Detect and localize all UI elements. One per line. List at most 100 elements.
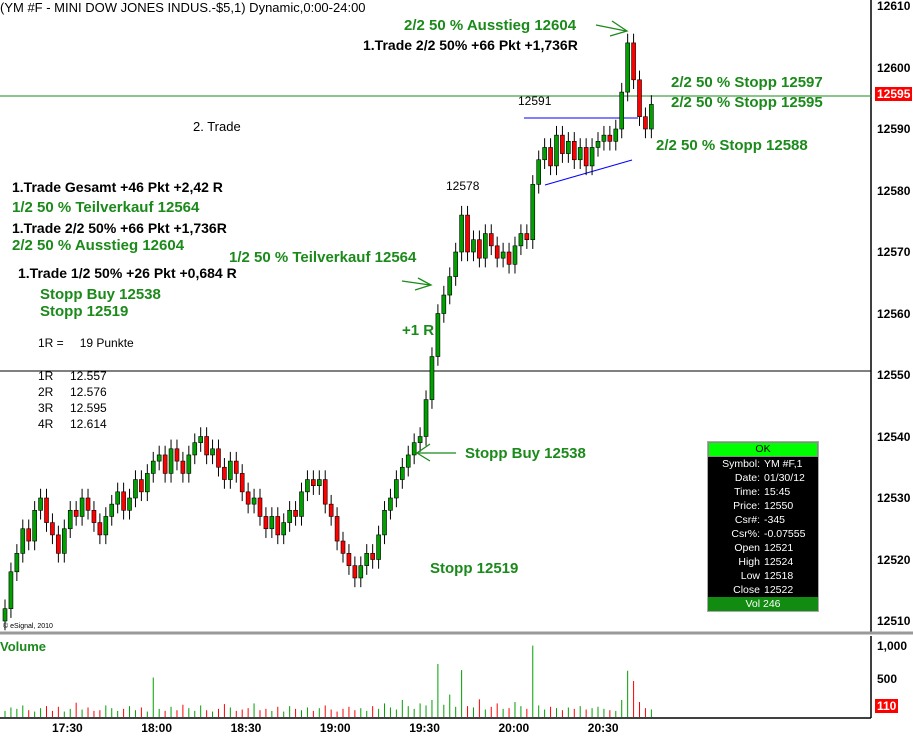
candle bbox=[631, 33, 636, 90]
candle-body-up bbox=[601, 134, 607, 142]
candle-body-up bbox=[38, 497, 43, 511]
plus-one-r: +1 R bbox=[402, 322, 435, 339]
left-trade22: 1.Trade 2/2 50% +66 Pkt +1,736R bbox=[12, 220, 227, 236]
candle bbox=[334, 507, 340, 551]
left-partial: 1/2 50 % Teilverkauf 12564 bbox=[12, 199, 200, 216]
left-trade12: 1.Trade 1/2 50% +26 Pkt +0,684 R bbox=[18, 265, 237, 281]
data-window-value: 15:45 bbox=[764, 486, 791, 498]
candle-body-up bbox=[577, 147, 583, 161]
annotation-top-exit: 2/2 50 % Ausstieg 12604 bbox=[404, 17, 577, 34]
r-definition: 1R = 19 Punkte bbox=[38, 336, 134, 350]
candle-body-down bbox=[352, 565, 358, 579]
chart-frame bbox=[0, 0, 913, 719]
volume-label: Volume bbox=[0, 639, 46, 654]
candle bbox=[216, 439, 221, 477]
stopp-label: Stopp 12519 bbox=[430, 560, 519, 577]
stopp-buy-label: Stopp Buy 12538 bbox=[465, 445, 586, 462]
candle bbox=[192, 433, 198, 465]
candle bbox=[583, 138, 589, 176]
price-tick: 12520 bbox=[877, 552, 911, 567]
candle bbox=[589, 138, 595, 176]
candle bbox=[305, 470, 310, 502]
r-table: 1R 12.557 2R 12.576 3R 12.595 4R 12.614 bbox=[38, 368, 107, 432]
candle-body-down bbox=[275, 516, 281, 536]
candle bbox=[601, 125, 607, 151]
price-tick: 12540 bbox=[877, 429, 911, 444]
candle-body-up bbox=[79, 497, 85, 517]
data-window-row: Csr#: -345 bbox=[708, 513, 818, 527]
candle bbox=[133, 470, 138, 508]
candle bbox=[316, 470, 322, 495]
candle bbox=[411, 433, 417, 465]
candle bbox=[150, 451, 156, 483]
candle-body-up bbox=[554, 134, 559, 167]
candle-body-up bbox=[613, 128, 619, 142]
candle bbox=[518, 224, 524, 256]
candle-body-up bbox=[423, 399, 429, 437]
candle bbox=[595, 132, 601, 157]
candle-body-up bbox=[198, 436, 203, 443]
data-window-row: Csr%: -0.07555 bbox=[708, 527, 818, 541]
data-window-row: High 12524 bbox=[708, 555, 818, 569]
candle-body-up bbox=[411, 442, 417, 456]
arrow-stopp-buy bbox=[415, 443, 456, 462]
candle bbox=[38, 488, 43, 520]
candle bbox=[20, 519, 26, 563]
candle bbox=[168, 439, 174, 483]
data-window-ok-button[interactable]: OK bbox=[708, 442, 818, 457]
candle bbox=[364, 544, 370, 575]
candle bbox=[506, 242, 512, 274]
data-window-value: 12518 bbox=[764, 570, 794, 582]
stopp-12597: 2/2 50 % Stopp 12597 bbox=[671, 74, 823, 91]
candle-body-up bbox=[145, 473, 150, 493]
data-window-key: Csr%: bbox=[731, 528, 760, 540]
candle bbox=[115, 482, 120, 514]
candle bbox=[637, 70, 642, 126]
candle bbox=[162, 445, 168, 483]
candle-body-down bbox=[139, 479, 144, 493]
candle-body-up bbox=[133, 479, 138, 499]
candle bbox=[61, 519, 67, 563]
candle bbox=[388, 488, 393, 520]
candle-body-up bbox=[281, 522, 287, 536]
candle-body-up bbox=[625, 42, 630, 93]
data-window-key: Csr#: bbox=[734, 514, 760, 526]
r-row: 2R 12.576 bbox=[38, 385, 107, 399]
candle-body-up bbox=[536, 159, 542, 185]
data-window-value: 12550 bbox=[764, 500, 794, 512]
candle bbox=[174, 439, 180, 471]
candle-body-down bbox=[334, 516, 340, 542]
candle bbox=[222, 458, 227, 489]
candle-body-up bbox=[228, 460, 233, 480]
data-window[interactable]: OK Symbol: YM #F,1 Date: 01/30/12 Time: 15:45… bbox=[707, 441, 819, 612]
candle bbox=[453, 242, 458, 286]
left-stopp-buy: Stopp Buy 12538 bbox=[40, 286, 161, 303]
candle bbox=[483, 224, 488, 268]
candle-body-down bbox=[50, 522, 55, 536]
price-tick: 12580 bbox=[877, 183, 911, 198]
arrow-exit bbox=[595, 20, 629, 37]
data-window-value: -0.07555 bbox=[764, 528, 806, 540]
candle bbox=[536, 150, 542, 194]
candle bbox=[465, 205, 470, 262]
candle-body-up bbox=[168, 448, 174, 474]
left-exit: 2/2 50 % Ausstieg 12604 bbox=[12, 237, 185, 254]
candle-body-up bbox=[8, 571, 14, 609]
candle-body-up bbox=[542, 147, 547, 161]
candle bbox=[571, 132, 577, 169]
range-label: 12591 bbox=[518, 94, 552, 108]
volume-tick-500: 500 bbox=[877, 672, 898, 686]
candle-body-down bbox=[494, 245, 500, 259]
candle bbox=[26, 519, 32, 551]
data-window-value: 12522 bbox=[764, 584, 794, 596]
candle-body-down bbox=[162, 454, 168, 474]
stopp-12595: 2/2 50 % Stopp 12595 bbox=[671, 94, 823, 111]
candle-body-down bbox=[73, 509, 79, 517]
candle bbox=[293, 501, 298, 526]
chart-title: (YM #F - MINI DOW JONES INDUS.-$5,1) Dyn… bbox=[0, 0, 366, 15]
candle-body-up bbox=[382, 509, 387, 536]
candle bbox=[73, 501, 79, 526]
candle-body-down bbox=[548, 147, 553, 167]
candle-body-up bbox=[269, 516, 275, 530]
